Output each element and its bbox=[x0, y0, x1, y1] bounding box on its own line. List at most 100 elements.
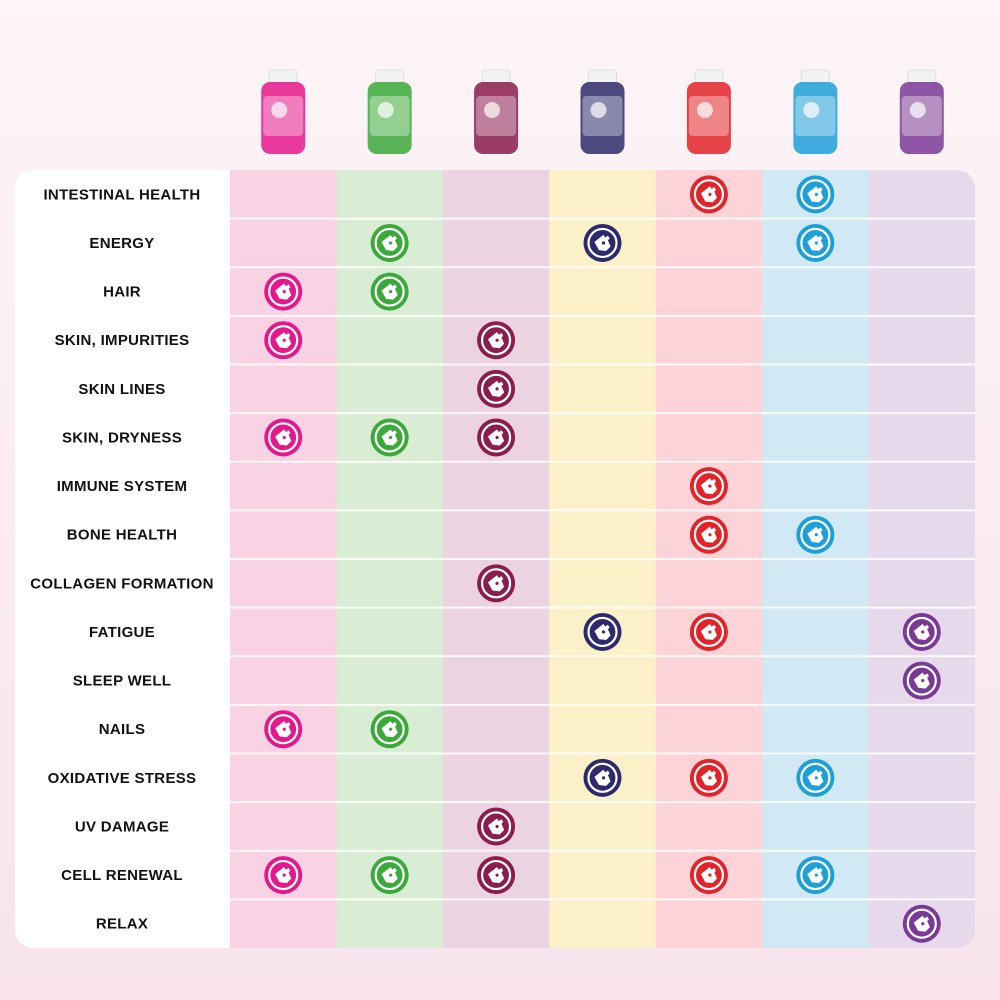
bottle-logo bbox=[696, 102, 713, 118]
bottle-cap bbox=[268, 69, 298, 85]
bottle-body bbox=[474, 82, 519, 154]
bottle-body bbox=[899, 82, 944, 154]
row-label: INTESTINAL HEALTH bbox=[43, 186, 200, 203]
check-icon bbox=[370, 223, 409, 262]
row-label: SKIN LINES bbox=[78, 381, 165, 398]
row-label: BONE HEALTH bbox=[67, 527, 178, 544]
icon-eye bbox=[389, 873, 393, 877]
icon-eye bbox=[601, 776, 606, 780]
bottle-logo bbox=[803, 102, 820, 118]
icon-ring bbox=[800, 519, 831, 550]
icon-ring bbox=[906, 908, 937, 939]
icon-ring bbox=[268, 422, 299, 453]
bottle-body bbox=[686, 82, 731, 154]
row-label: FATIGUE bbox=[89, 624, 155, 641]
row-label: RELAX bbox=[96, 916, 148, 933]
check-icon bbox=[689, 467, 728, 506]
check-icon bbox=[370, 418, 409, 457]
icon-eye bbox=[389, 435, 393, 440]
icon-eye bbox=[389, 241, 393, 245]
row-label: SKIN, IMPURITIES bbox=[55, 332, 190, 349]
icon-eye bbox=[282, 873, 286, 877]
bottle-cap bbox=[907, 69, 937, 85]
bottle-logo bbox=[271, 102, 288, 118]
bottle-cap bbox=[588, 69, 617, 85]
icon-ring bbox=[693, 762, 725, 793]
comparison-table: INTESTINAL HEALTH ENERGY HAIR SKIN, IMPURIT… bbox=[15, 170, 975, 948]
icon-ring bbox=[800, 227, 831, 259]
icon-eye bbox=[708, 630, 712, 634]
icon-eye bbox=[814, 241, 818, 245]
bottle-logo bbox=[377, 102, 394, 118]
check-icon bbox=[583, 223, 622, 262]
check-icon bbox=[477, 807, 516, 846]
bottle-cap bbox=[481, 69, 511, 85]
icon-ring bbox=[906, 616, 937, 648]
bottle-body bbox=[793, 82, 838, 154]
icon-ring bbox=[587, 762, 618, 793]
check-icon bbox=[689, 175, 728, 214]
bottle-cap bbox=[800, 69, 830, 85]
icon-ring bbox=[693, 859, 725, 891]
icon-ring bbox=[374, 276, 405, 307]
check-icon bbox=[689, 515, 728, 554]
product-bottles bbox=[261, 69, 944, 154]
check-icon bbox=[264, 272, 303, 311]
icon-eye bbox=[814, 533, 818, 537]
row-label: IMMUNE SYSTEM bbox=[57, 478, 188, 495]
icon-eye bbox=[708, 533, 712, 537]
check-icon bbox=[796, 223, 835, 262]
icon-eye bbox=[921, 678, 925, 683]
product-bottle bbox=[261, 69, 306, 154]
icon-eye bbox=[495, 435, 499, 440]
icon-ring bbox=[374, 714, 405, 745]
row-label: COLLAGEN FORMATION bbox=[30, 575, 213, 592]
check-icon bbox=[902, 904, 941, 943]
icon-ring bbox=[800, 762, 831, 793]
icon-eye bbox=[389, 289, 393, 294]
row-label: UV DAMAGE bbox=[75, 818, 169, 835]
icon-ring bbox=[374, 422, 405, 453]
icon-ring bbox=[268, 859, 299, 891]
check-icon bbox=[370, 272, 409, 311]
bottle-logo bbox=[909, 102, 926, 118]
icon-eye bbox=[921, 630, 925, 634]
bottle-logo bbox=[590, 102, 607, 118]
check-icon bbox=[689, 612, 728, 651]
icon-eye bbox=[282, 435, 286, 440]
icon-ring bbox=[800, 859, 831, 891]
icon-ring bbox=[587, 227, 618, 259]
check-icon bbox=[264, 418, 303, 457]
check-icon bbox=[370, 856, 409, 895]
row-label: SLEEP WELL bbox=[73, 673, 172, 690]
product-bottle bbox=[686, 69, 731, 154]
icon-eye bbox=[708, 776, 712, 780]
check-icon bbox=[264, 710, 303, 749]
product-bottle bbox=[580, 69, 625, 154]
icon-ring bbox=[268, 276, 299, 307]
row-label: OXIDATIVE STRESS bbox=[48, 770, 197, 787]
check-icon bbox=[902, 612, 941, 651]
bottle-cap bbox=[694, 69, 724, 85]
icon-eye bbox=[921, 922, 925, 926]
icon-ring bbox=[693, 179, 725, 210]
product-bottle bbox=[474, 69, 519, 154]
icon-ring bbox=[800, 179, 831, 210]
icon-eye bbox=[601, 241, 606, 245]
check-icon bbox=[583, 612, 622, 651]
icon-ring bbox=[480, 859, 512, 891]
icon-ring bbox=[480, 811, 512, 842]
icon-eye bbox=[601, 630, 606, 634]
icon-ring bbox=[906, 665, 937, 696]
icon-ring bbox=[374, 859, 405, 891]
check-icon bbox=[796, 856, 835, 895]
icon-eye bbox=[495, 581, 499, 585]
check-icon bbox=[796, 758, 835, 797]
icon-ring bbox=[268, 325, 299, 356]
check-icon bbox=[477, 564, 516, 603]
icon-ring bbox=[693, 519, 725, 550]
icon-eye bbox=[389, 727, 393, 731]
check-icon bbox=[902, 661, 941, 700]
icon-eye bbox=[495, 387, 499, 391]
